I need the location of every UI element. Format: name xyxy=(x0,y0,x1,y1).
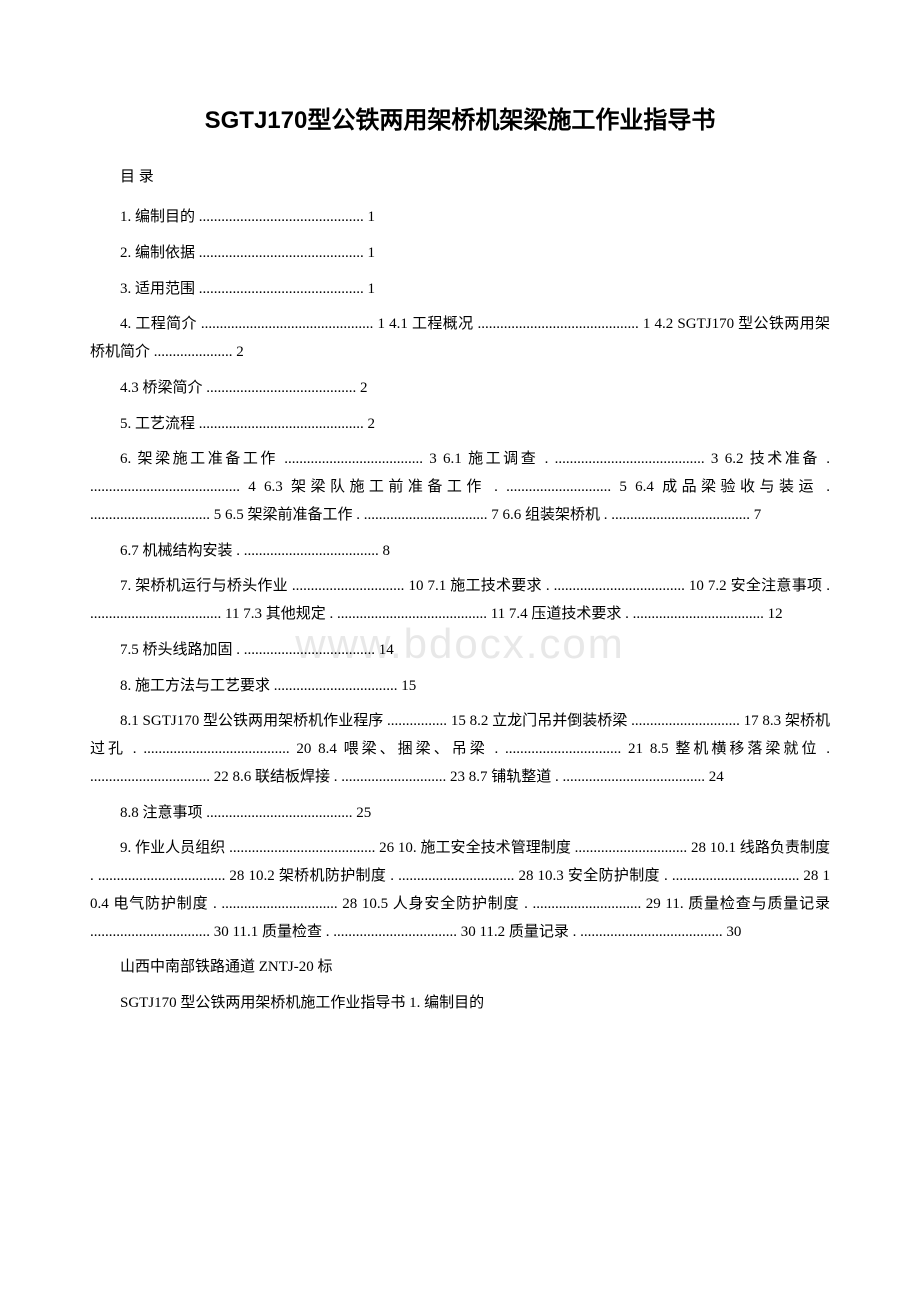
toc-entry: 8.1 SGTJ170 型公铁两用架桥机作业程序 ...............… xyxy=(90,708,830,791)
toc-entry: 8. 施工方法与工艺要求 ...........................… xyxy=(90,673,830,701)
toc-entry: 4. 工程简介 ................................… xyxy=(90,311,830,367)
toc-entry: 5. 工艺流程 ................................… xyxy=(90,411,830,439)
toc-entry: 2. 编制依据 ................................… xyxy=(90,240,830,268)
body-paragraph: SGTJ170 型公铁两用架桥机施工作业指导书 1. 编制目的 xyxy=(90,990,830,1018)
toc-entry: 3. 适用范围 ................................… xyxy=(90,276,830,304)
toc-entry: 7.5 桥头线路加固 . ...........................… xyxy=(90,637,830,665)
toc-entry: 8.8 注意事项 ...............................… xyxy=(90,800,830,828)
document-title: SGTJ170型公铁两用架桥机架梁施工作业指导书 xyxy=(90,100,830,135)
toc-entry: 4.3 桥梁简介 ...............................… xyxy=(90,375,830,403)
toc-entry: 9. 作业人员组织 ..............................… xyxy=(90,835,830,946)
toc-entry: 6. 架梁施工准备工作 ............................… xyxy=(90,446,830,529)
toc-heading: 目 录 xyxy=(90,165,830,186)
document-content: SGTJ170型公铁两用架桥机架梁施工作业指导书 目 录 1. 编制目的 ...… xyxy=(90,100,830,1018)
toc-entry: 7. 架桥机运行与桥头作业 ..........................… xyxy=(90,573,830,629)
toc-entry: 6.7 机械结构安装 . ...........................… xyxy=(90,538,830,566)
body-paragraph: 山西中南部铁路通道 ZNTJ-20 标 xyxy=(90,954,830,982)
toc-entry: 1. 编制目的 ................................… xyxy=(90,204,830,232)
